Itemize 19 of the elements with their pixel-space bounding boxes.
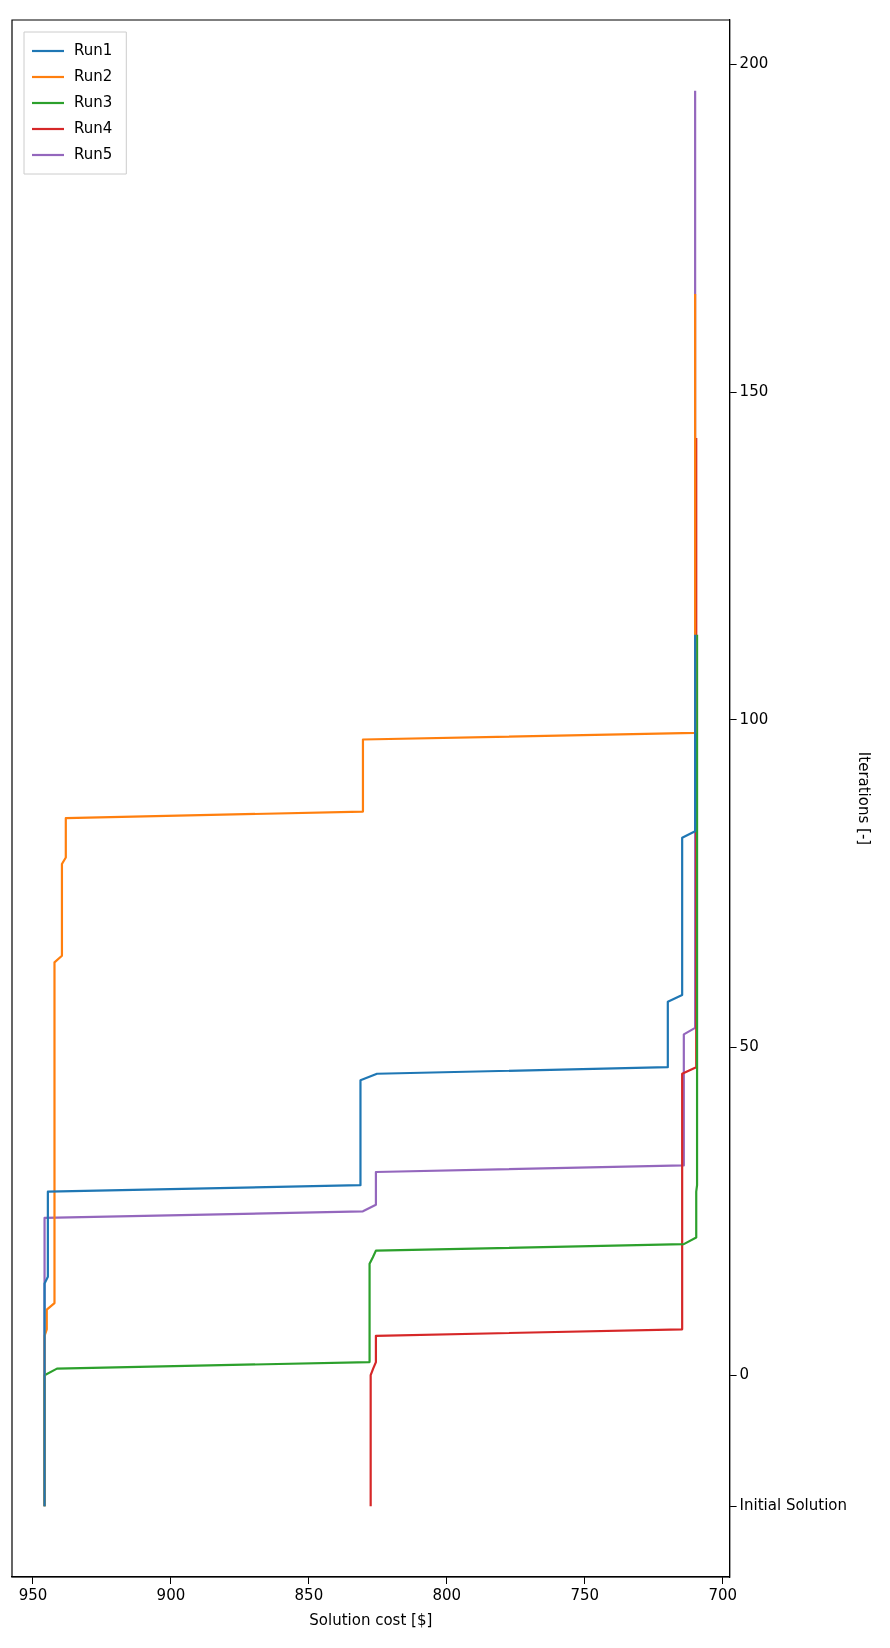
x-tick-label: 950	[18, 1585, 48, 1604]
y-tick-label: 200	[739, 54, 769, 73]
legend-label: Run2	[74, 66, 113, 85]
y-tick-label: Initial Solution	[739, 1496, 848, 1515]
legend-label: Run3	[74, 92, 113, 111]
x-tick-label: 800	[432, 1585, 462, 1604]
x-tick-label: 850	[294, 1585, 324, 1604]
y-tick-label: 150	[739, 382, 769, 401]
y-tick-label: 50	[739, 1037, 759, 1056]
x-axis-title: Solution cost [$]	[309, 1610, 433, 1629]
x-tick-label: 900	[156, 1585, 186, 1604]
legend-label: Run1	[74, 40, 113, 59]
legend-label: Run4	[74, 118, 113, 137]
x-tick-label: 700	[708, 1585, 738, 1604]
x-tick-label: 750	[570, 1585, 600, 1604]
y-tick-label: 0	[739, 1365, 750, 1384]
y-tick-label: 100	[739, 709, 769, 728]
legend-label: Run5	[74, 144, 113, 163]
y-axis-title: Iterations [-]	[855, 751, 874, 846]
